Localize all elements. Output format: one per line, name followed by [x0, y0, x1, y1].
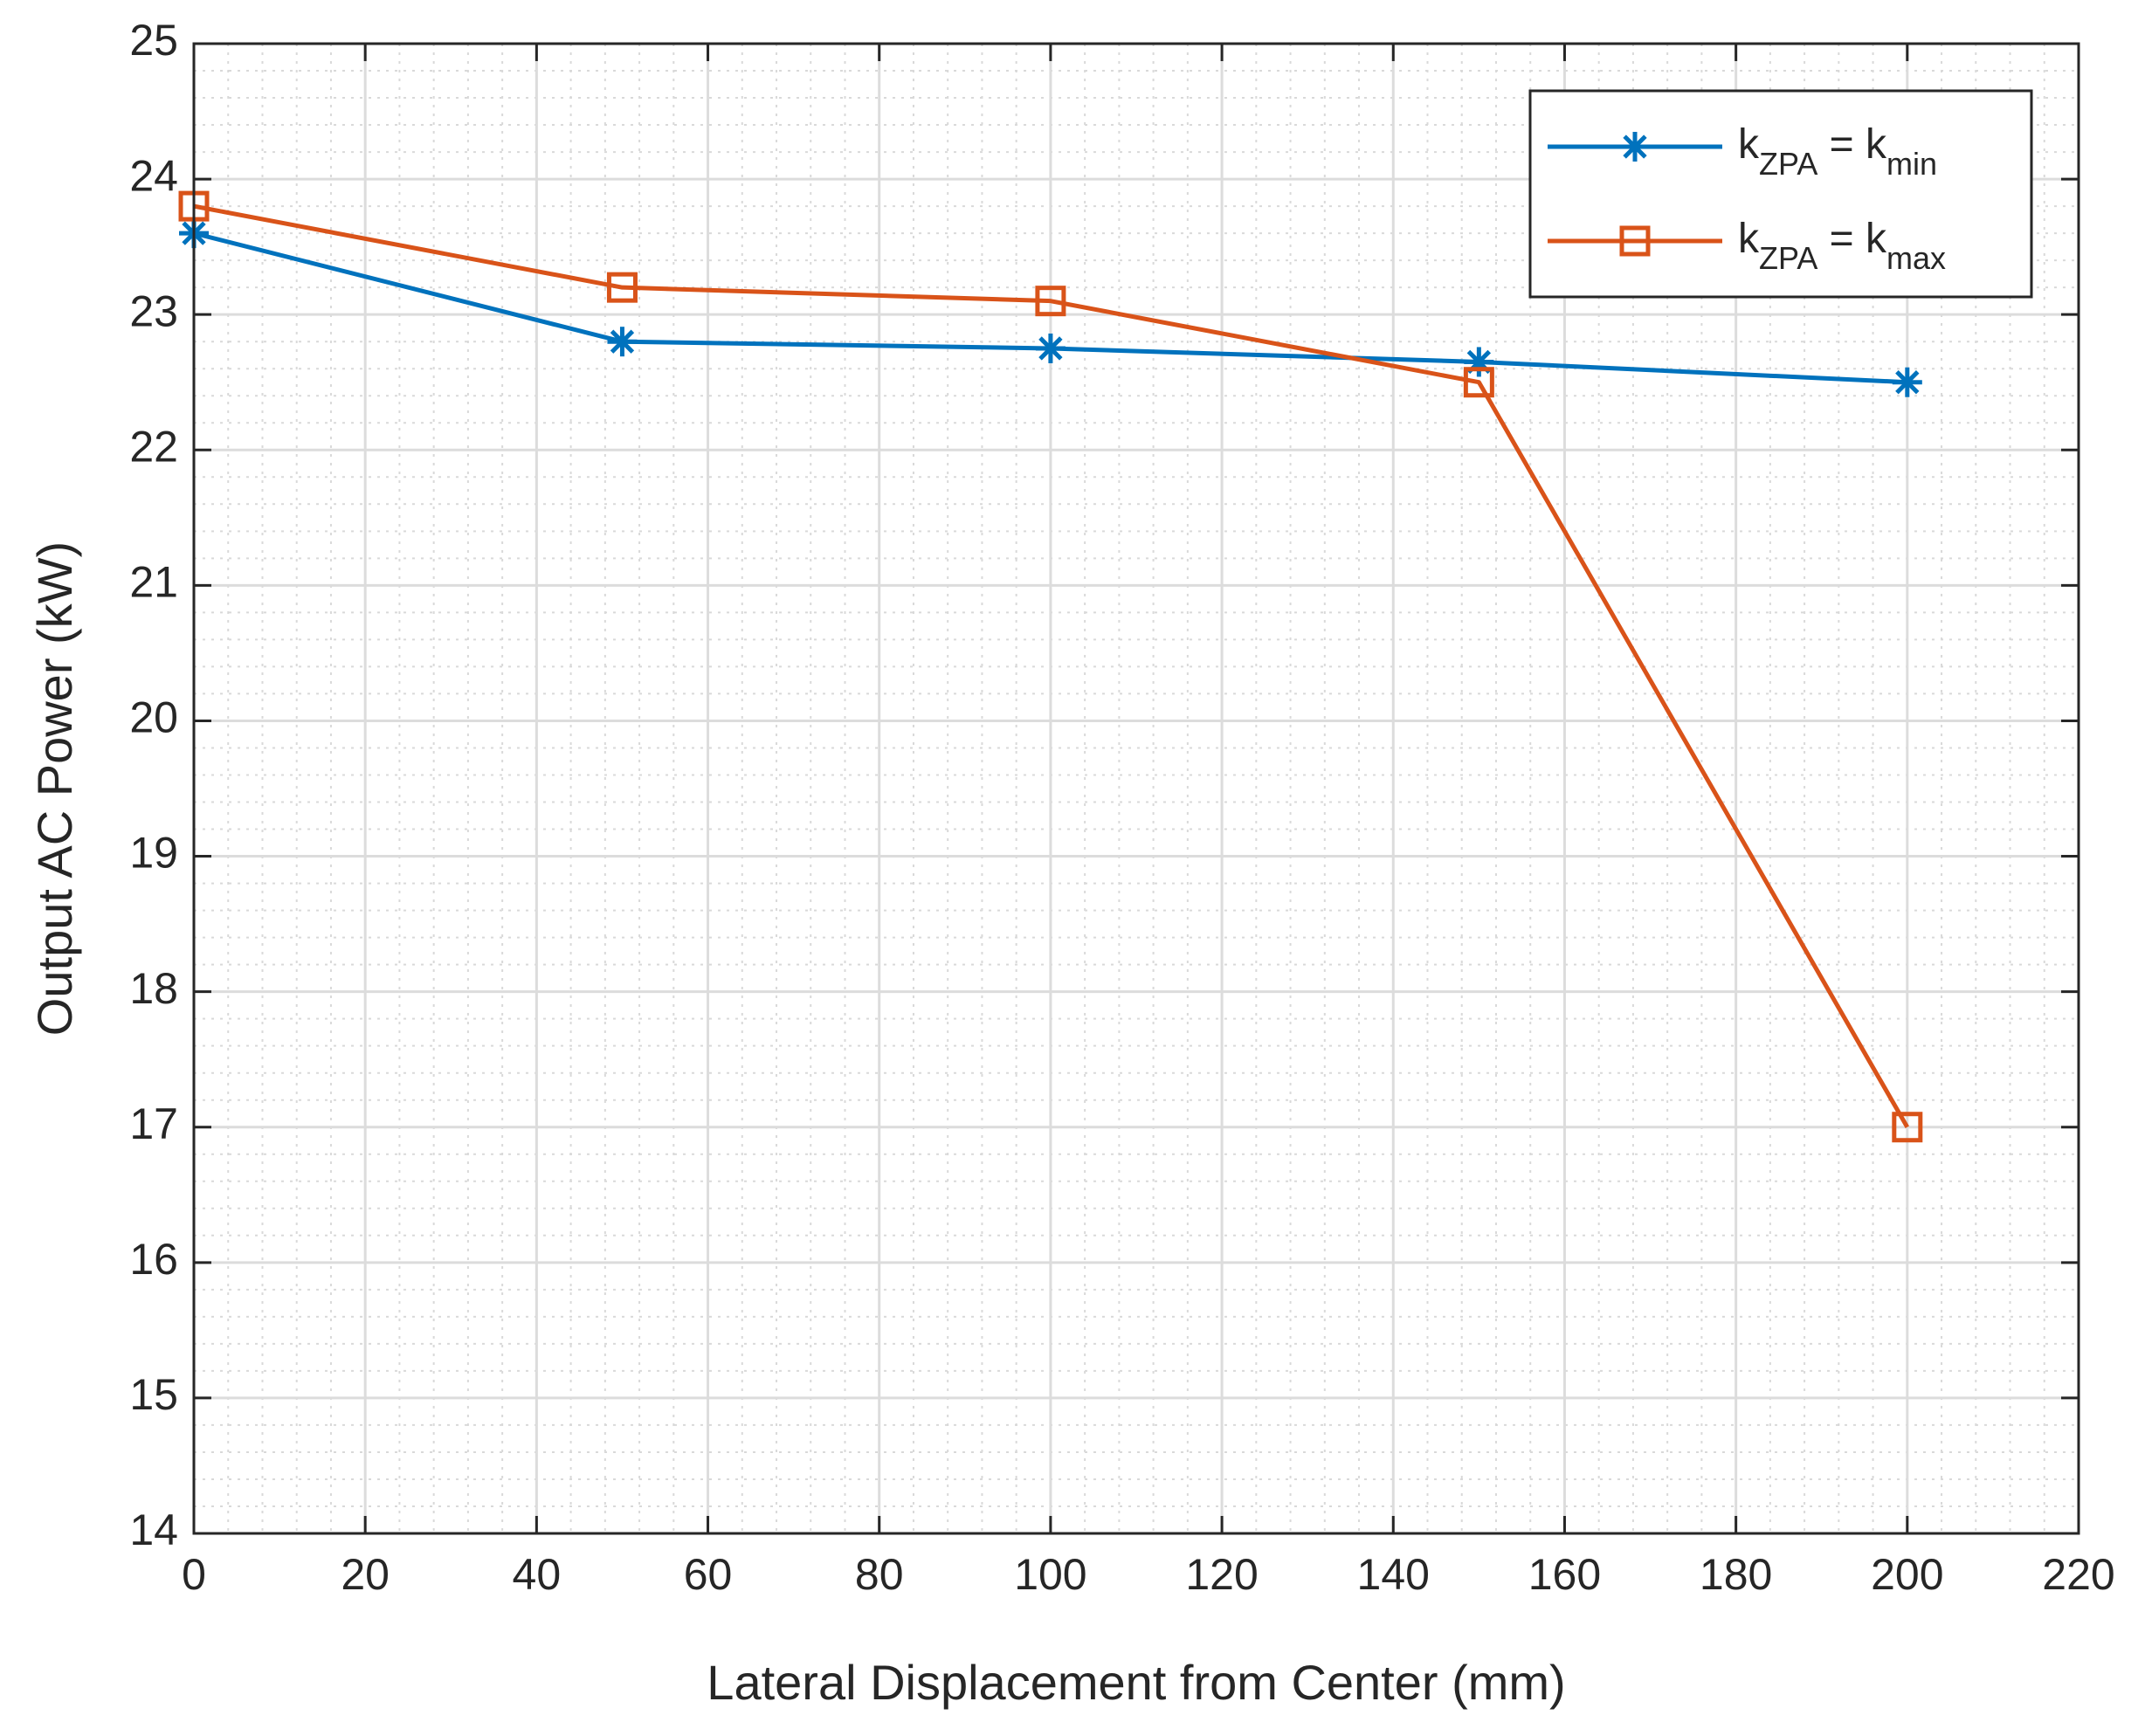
x-tick-label: 200 — [1871, 1550, 1943, 1599]
y-tick-label: 18 — [129, 964, 178, 1013]
x-tick-label: 100 — [1014, 1550, 1086, 1599]
y-tick-label: 20 — [129, 693, 178, 742]
y-tick-label: 23 — [129, 286, 178, 335]
legend-marker-symbol-0 — [1620, 132, 1650, 162]
y-tick-label: 19 — [129, 829, 178, 878]
x-tick-label: 220 — [2042, 1550, 2114, 1599]
plot-frame — [192, 42, 2080, 1535]
legend-label-1: kZPA = kmax — [1738, 216, 1946, 276]
y-tick-label: 17 — [129, 1099, 178, 1148]
tick-marks — [192, 42, 2080, 1535]
x-tick-label: 160 — [1528, 1550, 1601, 1599]
x-axis-label: Lateral Displacement from Center (mm) — [707, 1655, 1565, 1710]
data-point-s1-4 — [1892, 1112, 1923, 1143]
data-point-s1-2 — [1035, 286, 1066, 317]
x-tick-label: 60 — [684, 1550, 733, 1599]
legend: kZPA = kmin kZPA = kmax — [1528, 89, 2033, 299]
data-point-s0-3 — [1464, 347, 1494, 377]
y-tick-label: 25 — [129, 16, 178, 65]
y-tick-labels: 14 15 16 17 18 19 20 21 22 23 24 25 — [129, 16, 178, 1554]
y-tick-label: 22 — [129, 422, 178, 471]
legend-marker-0 — [1620, 132, 1650, 162]
x-tick-label: 40 — [513, 1550, 562, 1599]
minor-grid — [194, 44, 2079, 1533]
y-axis-label: Output AC Power (kW) — [27, 541, 82, 1036]
x-tick-label: 180 — [1700, 1550, 1772, 1599]
legend-marker-1 — [1619, 225, 1651, 257]
legend-item-series-1: kZPA = kmax — [1548, 216, 1946, 276]
x-tick-label: 140 — [1357, 1550, 1430, 1599]
series-line-1 — [193, 203, 1909, 1128]
legend-label-0: kZPA = kmin — [1738, 121, 1937, 182]
data-point-s0-4 — [1892, 367, 1922, 397]
y-tick-label: 21 — [129, 558, 178, 607]
legend-marker-symbol-1 — [1619, 225, 1651, 257]
y-tick-label: 14 — [129, 1505, 178, 1554]
data-point-s0-2 — [1035, 333, 1066, 363]
x-tick-labels: 0 20 40 60 80 100 120 140 160 180 200 220 — [182, 1550, 2115, 1599]
y-tick-label: 24 — [129, 151, 178, 200]
x-tick-label: 20 — [341, 1550, 390, 1599]
legend-box — [1528, 89, 2033, 299]
series-layer — [178, 190, 1923, 1143]
data-point-s0-1 — [607, 327, 638, 357]
y-tick-label: 16 — [129, 1235, 178, 1284]
legend-item-series-0: kZPA = kmin — [1548, 121, 1937, 182]
data-point-s1-1 — [606, 272, 638, 303]
x-tick-label: 0 — [182, 1550, 206, 1599]
y-tick-label: 15 — [129, 1370, 178, 1419]
x-tick-label: 120 — [1185, 1550, 1258, 1599]
x-tick-label: 80 — [855, 1550, 904, 1599]
data-point-s1-3 — [1463, 367, 1494, 398]
